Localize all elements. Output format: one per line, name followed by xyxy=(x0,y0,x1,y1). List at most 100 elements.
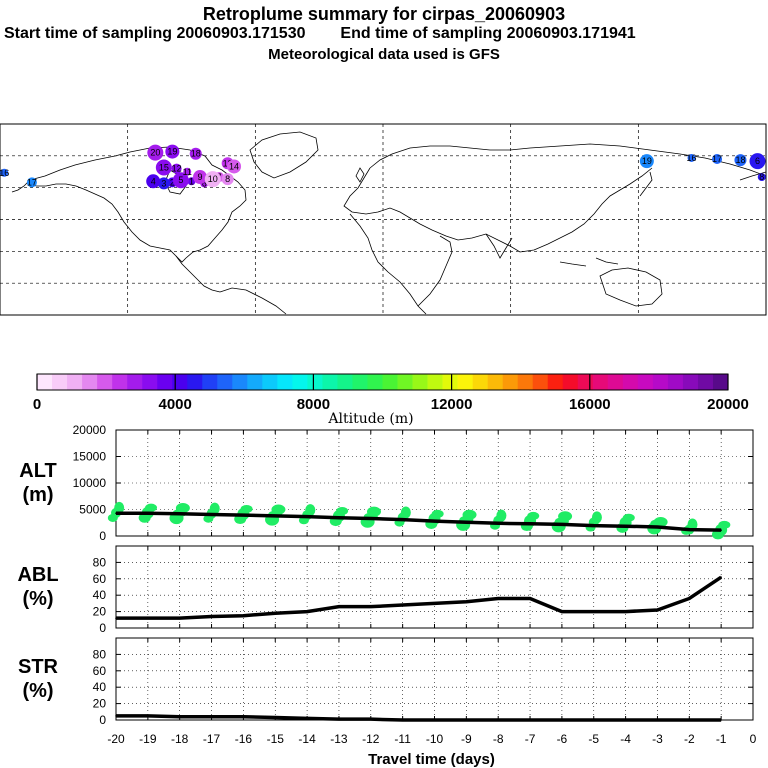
colorbar-cell xyxy=(367,374,383,390)
met-data-label: Meteorological data used is GFS xyxy=(268,46,500,63)
map-gridlines xyxy=(0,124,766,315)
y-tick-label: 10000 xyxy=(73,476,107,490)
colorbar-cell xyxy=(382,374,398,390)
colorbar-cell xyxy=(187,374,203,390)
series-point xyxy=(656,719,659,721)
plume-day-label: 1 xyxy=(189,176,194,186)
colorbar-cell xyxy=(637,374,654,390)
series-point xyxy=(624,525,627,527)
panel-frame xyxy=(115,545,754,629)
series-point xyxy=(338,718,340,720)
x-tick-label: -10 xyxy=(426,732,444,746)
alt-scatter-point xyxy=(240,504,253,513)
x-tick-label: -1 xyxy=(716,732,727,746)
x-tick-label: -15 xyxy=(267,732,285,746)
plume-dot xyxy=(687,153,696,162)
alt-scatter-point xyxy=(366,506,381,517)
series-point xyxy=(592,610,595,613)
y-tick-label: 60 xyxy=(93,572,107,586)
colorbar-tick-label: 20000 xyxy=(707,396,749,413)
panel-alt: 0 5000 10000 15000 20000 ALT(m) xyxy=(19,423,754,543)
colorbar-title: Altitude (m) xyxy=(327,411,413,427)
x-tick-label: -14 xyxy=(298,732,316,746)
colorbar-tick-label: 12000 xyxy=(431,396,473,413)
series-point xyxy=(115,617,117,619)
plume-marker: 16 xyxy=(0,168,9,178)
plume-day-label: 13 xyxy=(223,158,233,168)
series-point xyxy=(242,614,245,617)
colorbar-cell xyxy=(352,374,368,390)
x-tick-label: -5 xyxy=(588,732,599,746)
series-point xyxy=(688,528,691,531)
series-point xyxy=(561,523,563,526)
plume-dot xyxy=(757,173,766,182)
panel-abl: 0 20 40 60 80 ABL(%) xyxy=(17,545,754,635)
plume-day-label: 18 xyxy=(191,149,201,159)
alt-scatter-point xyxy=(336,507,349,516)
plume-marker: 14 xyxy=(227,159,242,174)
series-point xyxy=(306,717,308,720)
series-point xyxy=(274,515,277,517)
colorbar-cell xyxy=(652,374,669,390)
y-tick-label: 60 xyxy=(93,664,107,678)
plume-day-label: 9 xyxy=(198,172,203,182)
series-point xyxy=(561,719,563,721)
colorbar-cell xyxy=(262,374,278,390)
x-tick-label: -6 xyxy=(557,732,568,746)
colorbar-cell xyxy=(712,374,729,390)
plume-marker: 8 xyxy=(221,173,234,186)
series-point xyxy=(688,597,691,600)
series-point xyxy=(115,715,117,717)
y-tick-label: 40 xyxy=(93,680,107,694)
plume-dot xyxy=(639,154,654,169)
panel-ylabel: ABL xyxy=(17,564,58,586)
plume-day-label: 19 xyxy=(642,156,652,166)
plume-marker: 8 xyxy=(757,172,766,182)
colorbar-cell xyxy=(547,374,564,390)
alt-scatter-point xyxy=(431,509,444,518)
plume-day-label: 2 xyxy=(170,177,175,187)
series-point xyxy=(720,576,722,578)
plume-day-label: 17 xyxy=(27,177,37,187)
plume-marker: 5 xyxy=(172,172,189,189)
series-point xyxy=(210,615,213,618)
series-point xyxy=(529,719,531,721)
series-point xyxy=(688,719,691,721)
plume-marker: 11 xyxy=(183,167,192,177)
series-point xyxy=(274,612,277,615)
panel-ylabel: ALT xyxy=(19,460,56,482)
series-point xyxy=(306,610,308,613)
plume-dot xyxy=(172,172,189,189)
colorbar-cell xyxy=(307,374,323,390)
x-tick-label: -9 xyxy=(461,732,472,746)
colorbar-cell xyxy=(442,374,458,390)
colorbar-cell xyxy=(52,374,68,390)
panel-frame xyxy=(115,429,754,537)
series-point xyxy=(210,715,213,718)
plume-day-label: 18 xyxy=(735,155,745,165)
plume-day-label: 10 xyxy=(208,174,218,184)
plume-day-label: 14 xyxy=(229,161,239,171)
alt-scatter-point xyxy=(175,503,190,514)
x-tick-label: -19 xyxy=(139,732,157,746)
colorbar-cell xyxy=(277,374,293,390)
plume-dot xyxy=(227,159,242,174)
panel-ylabel: (%) xyxy=(22,680,53,702)
plume-dot xyxy=(171,163,182,174)
series-point xyxy=(433,520,436,522)
coastlines xyxy=(11,131,767,315)
x-tick-label: -8 xyxy=(493,732,504,746)
plume-marker: 9 xyxy=(193,170,208,185)
alt-scatter-point xyxy=(718,520,731,529)
x-tick-label: -7 xyxy=(525,732,536,746)
series-point xyxy=(656,609,659,611)
series-point xyxy=(720,529,722,531)
colorbar-cell xyxy=(697,374,714,390)
series-point xyxy=(433,719,436,721)
plume-day-label: 19 xyxy=(167,147,177,157)
colorbar-cell xyxy=(202,374,218,390)
y-tick-label: 0 xyxy=(99,621,106,635)
series-point xyxy=(529,523,531,525)
plume-marker: 15 xyxy=(155,159,172,176)
colorbar-tick-label: 0 xyxy=(33,396,41,413)
